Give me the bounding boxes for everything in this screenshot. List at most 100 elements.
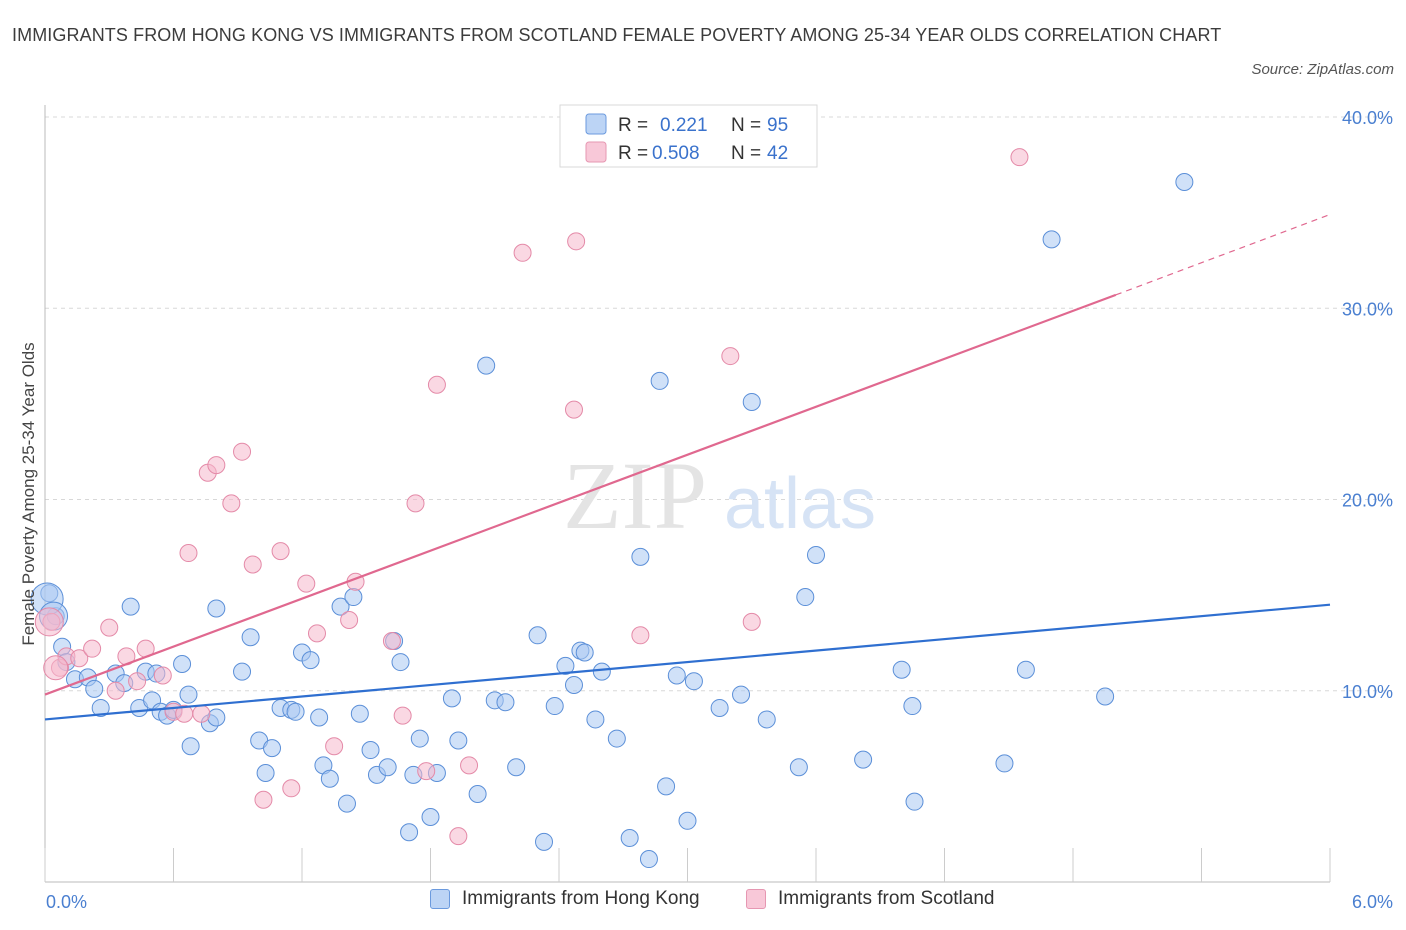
data-point	[567, 232, 586, 251]
data-point	[243, 555, 262, 574]
data-point	[427, 375, 446, 394]
data-point	[742, 612, 761, 631]
legend-item-scotland: Immigrants from Scotland	[746, 888, 994, 910]
data-point	[477, 356, 496, 375]
data-point	[496, 693, 515, 712]
data-point	[742, 392, 761, 411]
data-point	[507, 758, 526, 777]
data-point	[657, 777, 676, 796]
legend-swatch-blue	[430, 889, 450, 909]
data-point	[391, 653, 410, 672]
data-point	[721, 347, 740, 366]
data-point	[222, 494, 241, 513]
data-point	[449, 827, 468, 846]
data-point	[181, 737, 200, 756]
legend-r-value: 0.221	[660, 115, 708, 136]
data-point	[100, 618, 119, 637]
y-tick-labels: 10.0% 20.0% 30.0% 40.0%	[1342, 108, 1393, 702]
data-point	[406, 494, 425, 513]
data-point	[1042, 230, 1061, 249]
data-point	[631, 626, 650, 645]
data-point	[85, 679, 104, 698]
data-point	[241, 628, 260, 647]
data-point	[535, 832, 554, 851]
data-point	[256, 763, 275, 782]
hong-kong-points	[30, 173, 1194, 869]
watermark-zip: ZIP	[563, 442, 707, 549]
axes	[44, 105, 1331, 883]
data-point	[106, 681, 125, 700]
trend-lines	[44, 213, 1331, 721]
data-point	[340, 610, 359, 629]
data-point	[263, 739, 282, 758]
data-point	[91, 698, 110, 717]
watermark: ZIP atlas	[563, 442, 876, 549]
legend-r-label: R =	[618, 143, 648, 164]
series-legend: Immigrants from Hong Kong Immigrants fro…	[0, 888, 1406, 918]
data-point	[421, 807, 440, 826]
data-point	[807, 545, 825, 564]
data-point	[1016, 660, 1035, 679]
data-point	[179, 685, 198, 704]
data-point	[393, 706, 412, 725]
correlation-legend: R = 0.221 N = 95 R = 0.508 N = 42	[559, 104, 818, 168]
data-point	[905, 792, 924, 811]
data-point	[207, 599, 226, 618]
data-point	[639, 850, 658, 869]
data-point	[528, 626, 547, 645]
data-point	[678, 811, 697, 830]
data-point	[710, 698, 729, 717]
data-point	[207, 456, 226, 475]
data-point	[564, 676, 583, 695]
chart-title: IMMIGRANTS FROM HONG KONG VS IMMIGRANTS …	[12, 25, 1222, 45]
data-point	[121, 597, 140, 616]
data-point	[153, 666, 172, 685]
data-point	[173, 654, 192, 673]
data-point	[344, 588, 363, 607]
data-point	[307, 624, 326, 643]
y-tick-label: 40.0%	[1342, 108, 1393, 128]
legend-n-label: N =	[731, 115, 761, 136]
legend-n-value: 95	[767, 115, 788, 136]
data-point	[271, 542, 290, 561]
data-point	[233, 442, 252, 461]
data-point	[382, 632, 401, 651]
data-point	[361, 741, 380, 760]
data-point	[796, 588, 815, 607]
x-tick-label: 6.0%	[1352, 892, 1393, 912]
data-point	[179, 544, 198, 563]
data-point	[417, 762, 436, 781]
data-point	[297, 574, 316, 593]
data-point	[789, 758, 808, 777]
data-point	[70, 649, 89, 668]
data-point	[378, 758, 397, 777]
data-point	[400, 823, 419, 842]
data-point	[460, 756, 479, 775]
hong-kong-trend-line	[44, 603, 1331, 721]
data-point	[1175, 173, 1194, 192]
data-point	[350, 704, 369, 723]
scotland-trend-extension	[1115, 213, 1331, 296]
legend-swatch-blue	[585, 113, 607, 135]
data-point	[564, 400, 583, 419]
data-point	[128, 672, 147, 691]
watermark-atlas: atlas	[724, 464, 876, 544]
data-point	[331, 597, 350, 616]
data-point	[449, 731, 468, 750]
data-point	[282, 779, 301, 798]
data-point	[310, 708, 329, 727]
data-point	[545, 697, 564, 716]
data-point	[1096, 687, 1115, 706]
data-point	[667, 666, 686, 685]
data-point	[607, 729, 626, 748]
scotland-points	[34, 148, 1029, 846]
x-tick-label: 0.0%	[46, 892, 87, 912]
data-point	[233, 662, 252, 681]
legend-swatch-pink	[746, 889, 766, 909]
data-point	[892, 660, 911, 679]
data-point	[575, 643, 594, 662]
data-point	[592, 662, 611, 681]
data-point	[410, 729, 429, 748]
legend-n-value: 42	[767, 143, 788, 164]
